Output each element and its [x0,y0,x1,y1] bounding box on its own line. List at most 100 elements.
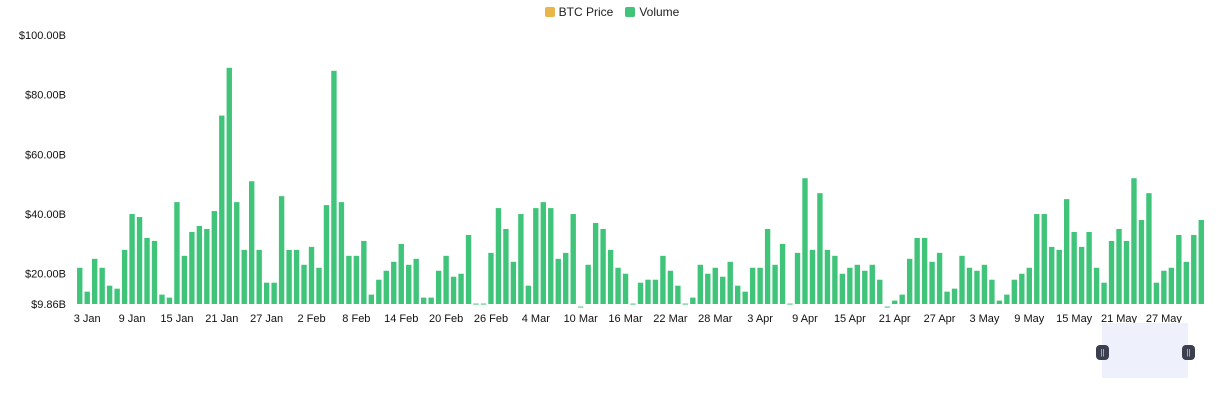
volume-bar[interactable] [577,306,584,308]
brush-left-handle[interactable]: || [1096,345,1109,360]
volume-bar[interactable] [869,264,875,304]
volume-bar[interactable] [189,231,195,304]
volume-bar[interactable] [1078,246,1085,304]
volume-bar[interactable] [779,243,786,304]
volume-bar[interactable] [1086,231,1092,304]
volume-bar[interactable] [518,214,524,304]
volume-bar[interactable] [495,208,502,304]
volume-bar[interactable] [84,291,90,304]
volume-bar[interactable] [989,279,995,304]
volume-bar[interactable] [1116,228,1122,304]
volume-bar[interactable] [1191,234,1197,304]
volume-bar[interactable] [204,228,210,304]
volume-bar[interactable] [376,279,382,304]
volume-bar[interactable] [787,303,793,305]
volume-bar[interactable] [77,267,83,304]
volume-bar[interactable] [159,294,165,304]
volume-bar[interactable] [286,249,292,304]
volume-bar[interactable] [652,279,659,304]
volume-bar[interactable] [592,223,599,304]
volume-bar[interactable] [406,264,412,304]
volume-bar[interactable] [166,297,173,304]
volume-bar[interactable] [420,297,427,304]
volume-bar[interactable] [331,70,337,304]
volume-bar[interactable] [600,228,606,304]
volume-bar[interactable] [899,294,905,304]
volume-bar[interactable] [458,273,464,304]
volume-bar[interactable] [914,237,920,304]
volume-bar[interactable] [570,214,576,304]
volume-bar[interactable] [847,267,853,304]
volume-bar[interactable] [1101,282,1107,304]
volume-bar[interactable] [749,267,756,304]
volume-bar[interactable] [540,202,546,304]
volume-bar[interactable] [1034,214,1040,304]
legend-item-btc-price[interactable]: BTC Price [544,5,613,19]
volume-bar[interactable] [144,237,150,304]
volume-bar[interactable] [921,237,928,304]
volume-bar[interactable] [1131,178,1137,304]
volume-bar[interactable] [346,255,352,304]
volume-bar[interactable] [764,228,771,304]
volume-bar[interactable] [892,300,898,304]
volume-bar[interactable] [211,211,218,304]
volume-bar[interactable] [488,252,494,304]
volume-bar[interactable] [413,258,419,304]
volume-bar[interactable] [443,255,449,304]
volume-bar[interactable] [256,249,262,304]
volume-bar[interactable] [1049,246,1055,304]
volume-bar[interactable] [832,255,838,304]
volume-bar[interactable] [1019,273,1025,304]
volume-bar[interactable] [1176,234,1182,304]
volume-bar[interactable] [480,303,487,305]
volume-bar[interactable] [361,240,367,304]
volume-bar[interactable] [121,249,128,304]
volume-bar[interactable] [383,270,389,304]
volume-bar[interactable] [675,285,681,304]
volume-bar[interactable] [824,249,831,304]
volume-bar[interactable] [959,255,965,304]
volume-bar[interactable] [106,285,113,304]
volume-bar[interactable] [450,276,457,304]
volume-bar[interactable] [151,240,158,304]
volume-bar[interactable] [697,264,703,304]
volume-bar[interactable] [129,214,135,304]
volume-bar[interactable] [1153,282,1160,304]
volume-bar[interactable] [1123,240,1130,304]
volume-bar[interactable] [705,273,711,304]
volume-bar[interactable] [951,288,958,304]
volume-bar[interactable] [181,255,188,304]
volume-bar[interactable] [877,279,883,304]
volume-bar[interactable] [391,261,397,304]
volume-bar[interactable] [323,205,330,304]
volume-bar[interactable] [981,264,988,304]
volume-bar[interactable] [271,282,277,304]
volume-bar[interactable] [435,270,442,304]
volume-bar[interactable] [196,225,203,304]
volume-bar[interactable] [1041,214,1047,304]
volume-bar[interactable] [353,255,360,304]
volume-bar[interactable] [1183,261,1189,304]
volume-bar[interactable] [854,264,861,304]
volume-bar[interactable] [944,291,950,304]
volume-bar[interactable] [503,228,509,304]
volume-bar[interactable] [1011,279,1018,304]
volume-bar[interactable] [929,261,935,304]
volume-bar[interactable] [234,202,240,304]
volume-bar[interactable] [174,202,180,304]
volume-bar[interactable] [308,246,315,304]
volume-bar[interactable] [525,285,532,304]
volume-bar[interactable] [862,270,868,304]
range-brush[interactable]: || || [1096,323,1195,378]
volume-bar[interactable] [263,282,270,304]
volume-bar[interactable] [219,115,225,304]
volume-bar[interactable] [936,252,943,304]
volume-bar[interactable] [278,196,285,304]
volume-bar[interactable] [473,303,479,305]
volume-bar[interactable] [114,288,120,304]
volume-bar[interactable] [1071,231,1077,304]
volume-bar[interactable] [563,252,569,304]
volume-bar[interactable] [301,264,307,304]
volume-bar[interactable] [712,267,718,304]
volume-bar[interactable] [660,255,666,304]
